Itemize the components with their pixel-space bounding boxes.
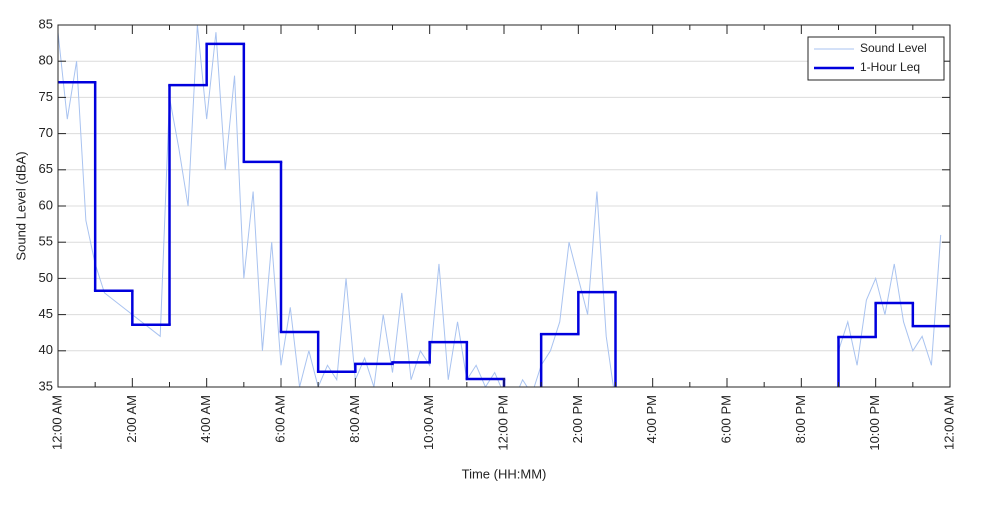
y-tick-label: 80 [39,53,53,68]
x-tick-label: 8:00 PM [793,395,808,443]
y-tick-label: 85 [39,16,53,31]
x-tick-label: 12:00 AM [49,395,64,450]
y-tick-label: 60 [39,197,53,212]
x-tick-label: 10:00 PM [867,395,882,451]
y-tick-label: 50 [39,270,53,285]
y-tick-label: 35 [39,378,53,393]
x-tick-label: 12:00 AM [941,395,956,450]
legend: Sound Level 1-Hour Leq [807,36,945,81]
y-tick-label: 45 [39,306,53,321]
legend-box [807,36,945,81]
ticks: 35 40 45 50 55 60 65 70 75 80 85 12:00 AM 2:00 AM 4:0… [39,16,957,450]
legend-label: Sound Level [860,41,927,55]
plot-area [58,25,950,387]
y-tick-label: 70 [39,125,53,140]
x-tick-label: 8:00 AM [347,395,362,443]
y-tick-label: 40 [39,342,53,357]
x-tick-label: 6:00 AM [272,395,287,443]
x-tick-label: 4:00 AM [198,395,213,443]
y-axis-label: Sound Level (dBA) [13,151,28,260]
y-tick-label: 75 [39,89,53,104]
x-tick-label: 6:00 PM [718,395,733,443]
x-tick-label: 10:00 AM [421,395,436,450]
y-tick-label: 55 [39,234,53,249]
x-axis-label: Time (HH:MM) [462,466,547,481]
x-tick-label: 2:00 PM [570,395,585,443]
x-tick-label: 2:00 AM [124,395,139,443]
sound-level-line [58,25,942,387]
x-tick-label: 12:00 PM [495,395,510,451]
legend-label: 1-Hour Leq [860,60,920,74]
x-tick-label: 4:00 PM [644,395,659,443]
y-tick-label: 65 [39,161,53,176]
